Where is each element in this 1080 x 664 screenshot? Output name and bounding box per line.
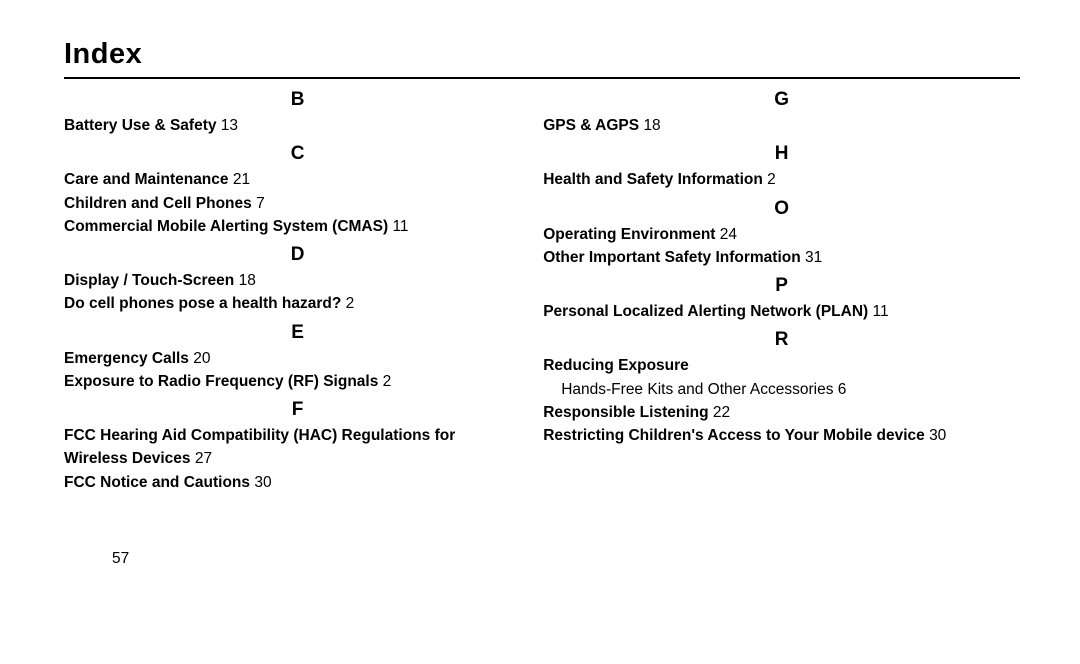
index-entry: Operating Environment 24 [543, 223, 1020, 246]
index-entry-text: Operating Environment [543, 226, 715, 243]
index-page: Index B Battery Use & Safety 13 C Care a… [0, 0, 1080, 568]
index-letter-g: G [543, 83, 1020, 114]
index-entry-text-line2: Wireless Devices [64, 450, 191, 467]
index-letter-c: C [64, 137, 531, 168]
index-entry-page: 30 [929, 427, 946, 444]
index-letter-h: H [543, 137, 1020, 168]
page-title: Index [64, 38, 1020, 79]
index-entry: Commercial Mobile Alerting System (CMAS)… [64, 215, 531, 238]
index-entry: Other Important Safety Information 31 [543, 246, 1020, 269]
index-letter-r: R [543, 323, 1020, 354]
index-entry: FCC Notice and Cautions 30 [64, 471, 531, 494]
index-entry: Emergency Calls 20 [64, 347, 531, 370]
index-column-right: G GPS & AGPS 18 H Health and Safety Info… [543, 83, 1020, 568]
index-entry-text-line1: FCC Hearing Aid Compatibility (HAC) Regu… [64, 427, 455, 444]
index-entry-page: 18 [239, 272, 256, 289]
index-entry: Restricting Children's Access to Your Mo… [543, 424, 1020, 447]
index-entry-page: 22 [713, 404, 730, 421]
index-entry: Responsible Listening 22 [543, 401, 1020, 424]
index-entry-page: 30 [254, 474, 271, 491]
index-entry-page: 2 [346, 295, 355, 312]
index-entry-text: Commercial Mobile Alerting System (CMAS) [64, 218, 388, 235]
index-entry-text: Other Important Safety Information [543, 249, 801, 266]
index-letter-e: E [64, 316, 531, 347]
index-letter-b: B [64, 83, 531, 114]
index-sub-entry-page: 6 [838, 381, 847, 398]
index-entry: Personal Localized Alerting Network (PLA… [543, 300, 1020, 323]
index-entry: Health and Safety Information 2 [543, 168, 1020, 191]
index-entry-text: Children and Cell Phones [64, 195, 252, 212]
index-sub-entry-text: Hands-Free Kits and Other Accessories [561, 381, 833, 398]
index-entry: Reducing Exposure [543, 354, 1020, 377]
index-entry-text: Health and Safety Information [543, 171, 763, 188]
page-number: 57 [64, 494, 531, 568]
index-entry-text: Responsible Listening [543, 404, 708, 421]
index-entry-page: 20 [193, 350, 210, 367]
index-entry-text: Emergency Calls [64, 350, 189, 367]
index-entry-page: 2 [383, 373, 392, 390]
index-entry-page: 18 [643, 117, 660, 134]
index-entry-page: 27 [195, 450, 212, 467]
index-entry-text: Reducing Exposure [543, 357, 689, 374]
index-entry-text: Battery Use & Safety [64, 117, 216, 134]
index-entry-text: Display / Touch-Screen [64, 272, 234, 289]
index-entry-page: 24 [720, 226, 737, 243]
index-letter-d: D [64, 238, 531, 269]
index-entry-text: Exposure to Radio Frequency (RF) Signals [64, 373, 378, 390]
index-entry: Display / Touch-Screen 18 [64, 269, 531, 292]
index-entry-text: GPS & AGPS [543, 117, 639, 134]
index-entry: Care and Maintenance 21 [64, 168, 531, 191]
index-sub-entry: Hands-Free Kits and Other Accessories 6 [543, 378, 1020, 401]
index-letter-o: O [543, 192, 1020, 223]
index-entry-page: 11 [392, 218, 408, 235]
index-entry-cont: Wireless Devices 27 [64, 450, 212, 467]
index-entry-text: Personal Localized Alerting Network (PLA… [543, 303, 868, 320]
index-entry: FCC Hearing Aid Compatibility (HAC) Regu… [64, 424, 531, 447]
index-entry-text: Do cell phones pose a health hazard? [64, 295, 341, 312]
index-entry-text: FCC Notice and Cautions [64, 474, 250, 491]
index-entry: Exposure to Radio Frequency (RF) Signals… [64, 370, 531, 393]
index-entry-page: 21 [233, 171, 250, 188]
index-entry: Do cell phones pose a health hazard? 2 [64, 292, 531, 315]
index-entry-page: 31 [805, 249, 822, 266]
index-entry: Battery Use & Safety 13 [64, 114, 531, 137]
index-letter-f: F [64, 393, 531, 424]
index-entry-text: Restricting Children's Access to Your Mo… [543, 427, 925, 444]
index-entry: Children and Cell Phones 7 [64, 192, 531, 215]
index-column-left: B Battery Use & Safety 13 C Care and Mai… [64, 83, 531, 568]
index-entry-text: Care and Maintenance [64, 171, 229, 188]
index-columns: B Battery Use & Safety 13 C Care and Mai… [64, 83, 1020, 568]
index-entry-page: 2 [767, 171, 776, 188]
index-entry: GPS & AGPS 18 [543, 114, 1020, 137]
index-entry-page: 11 [873, 303, 889, 320]
index-letter-p: P [543, 269, 1020, 300]
index-entry-page: 13 [221, 117, 238, 134]
index-entry-page: 7 [256, 195, 265, 212]
